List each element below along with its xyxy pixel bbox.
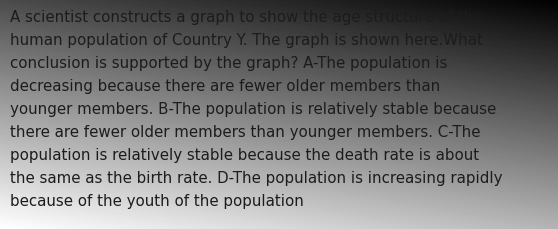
Text: because of the youth of the population: because of the youth of the population bbox=[10, 193, 304, 208]
Text: decreasing because there are fewer older members than: decreasing because there are fewer older… bbox=[10, 79, 440, 94]
Text: conclusion is supported by the graph? A-The population is: conclusion is supported by the graph? A-… bbox=[10, 56, 448, 71]
Text: population is relatively stable because the death rate is about: population is relatively stable because … bbox=[10, 147, 479, 162]
Text: younger members. B-The population is relatively stable because: younger members. B-The population is rel… bbox=[10, 101, 496, 117]
Text: A scientist constructs a graph to show the age structure of the: A scientist constructs a graph to show t… bbox=[10, 10, 483, 25]
Text: the same as the birth rate. D-The population is increasing rapidly: the same as the birth rate. D-The popula… bbox=[10, 170, 503, 185]
Text: there are fewer older members than younger members. C-The: there are fewer older members than young… bbox=[10, 124, 480, 139]
Text: human population of Country Y. The graph is shown here.What: human population of Country Y. The graph… bbox=[10, 33, 483, 48]
